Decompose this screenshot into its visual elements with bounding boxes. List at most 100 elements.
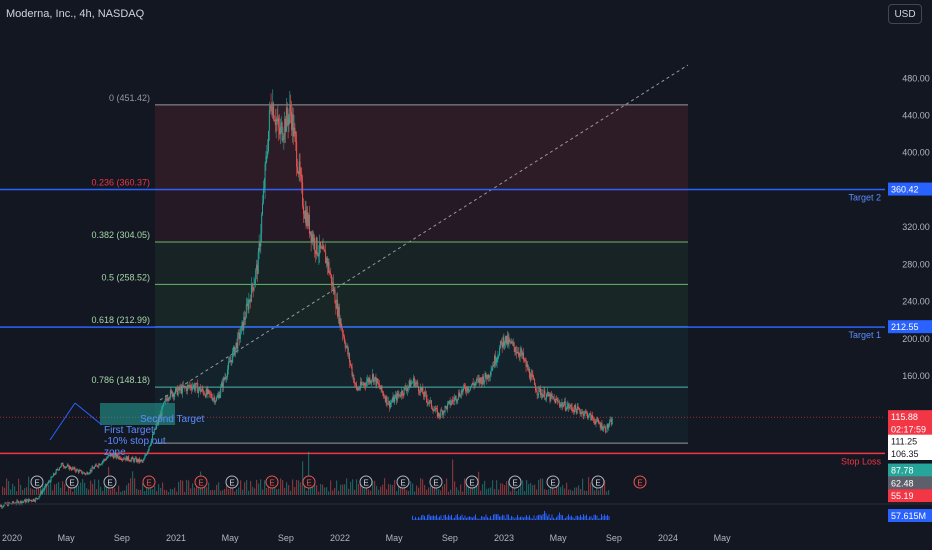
volume-bar	[454, 481, 456, 495]
candle-body	[493, 365, 495, 367]
candle-body	[201, 388, 203, 391]
fib-label: 0 (451.42)	[109, 93, 150, 103]
currency-button[interactable]: USD	[888, 4, 922, 24]
volume-bar	[520, 482, 522, 495]
candle-body	[326, 257, 328, 267]
volume-bar	[550, 481, 552, 495]
volume-bar	[82, 478, 84, 495]
price-tag-label: 106.35	[891, 449, 919, 459]
candle-body	[483, 380, 485, 384]
volume-bar	[128, 483, 130, 495]
candle-body	[394, 397, 396, 403]
volume-bar	[374, 480, 376, 495]
candle-body	[63, 466, 65, 468]
candle-body	[343, 334, 345, 337]
volume-bar	[546, 490, 548, 495]
lower-volume-bar	[581, 516, 583, 520]
lower-volume-bar	[470, 516, 472, 520]
price-tag-label: 111.25	[891, 437, 917, 447]
volume-bar	[318, 491, 320, 495]
candle-body	[203, 390, 205, 395]
candle-body	[587, 416, 589, 418]
candle-body	[471, 382, 473, 386]
candle-body	[546, 394, 548, 399]
candle-body	[295, 133, 297, 142]
lower-volume-bar	[601, 514, 602, 520]
candle-body	[497, 356, 499, 358]
candle-body	[29, 499, 31, 501]
candle-body	[547, 391, 549, 397]
earnings-icon	[546, 475, 560, 489]
volume-bar	[316, 485, 318, 495]
candle-body	[544, 390, 546, 400]
candle-body	[265, 156, 267, 164]
volume-bar	[100, 486, 102, 495]
candle-body	[113, 454, 115, 459]
candle-body	[351, 366, 353, 376]
fib-zone	[155, 242, 688, 285]
candle-body	[528, 368, 530, 378]
candle-body	[591, 415, 593, 420]
volume-bar	[66, 491, 68, 495]
volume-bar	[506, 481, 508, 495]
candle-body	[511, 341, 513, 344]
candle-body	[507, 335, 509, 345]
price-tag	[888, 434, 932, 448]
candle-body	[150, 443, 152, 446]
candle-body	[18, 501, 20, 504]
candle-body	[205, 389, 207, 398]
candle-body	[430, 400, 432, 402]
candle-body	[99, 464, 101, 466]
lower-volume-bar	[574, 518, 575, 520]
candle-body	[281, 122, 283, 141]
candle-body	[347, 346, 349, 355]
candle-body	[121, 459, 123, 461]
earnings-label: E	[34, 479, 39, 488]
volume-bar	[212, 489, 214, 495]
candle-body	[193, 384, 195, 390]
candle-body	[598, 420, 600, 424]
x-tick-label: Sep	[442, 533, 458, 543]
volume-bar	[78, 485, 80, 495]
lower-volume-bar	[440, 515, 442, 520]
candle-body	[407, 388, 409, 392]
candle-body	[486, 377, 488, 380]
candle-body	[380, 385, 382, 390]
candle-body	[502, 337, 504, 348]
volume-bar	[446, 478, 448, 495]
candle-body	[404, 386, 406, 388]
candle-body	[66, 465, 68, 467]
candle-body	[603, 427, 605, 430]
candle-body	[500, 340, 502, 343]
candle-body	[235, 342, 237, 348]
candle-body	[71, 467, 73, 470]
candle-body	[506, 335, 508, 344]
candle-body	[459, 392, 461, 397]
volume-bar	[96, 489, 98, 495]
candle-body	[98, 463, 100, 467]
candle-body	[45, 484, 47, 487]
volume-bar	[338, 490, 340, 495]
candle-body	[606, 424, 608, 432]
candle-body	[141, 460, 143, 462]
candle-body	[383, 393, 385, 397]
candle-body	[360, 381, 362, 389]
volume-bar	[210, 490, 212, 495]
volume-bar	[384, 478, 386, 495]
volume-bar	[548, 489, 550, 495]
volume-bar	[112, 481, 114, 495]
candle-body	[322, 246, 324, 249]
volume-bar	[202, 486, 204, 495]
candle-body	[163, 401, 165, 403]
candle-body	[555, 398, 557, 404]
lower-volume-bar	[565, 517, 566, 520]
volume-bar	[248, 490, 250, 495]
volume-bar	[228, 488, 230, 495]
annotation-line	[49, 402, 76, 441]
fib-zone	[155, 284, 688, 327]
candle-body	[215, 397, 217, 401]
lower-volume-bar	[418, 517, 419, 520]
candle-body	[340, 318, 342, 328]
lower-volume-bar	[412, 515, 413, 520]
